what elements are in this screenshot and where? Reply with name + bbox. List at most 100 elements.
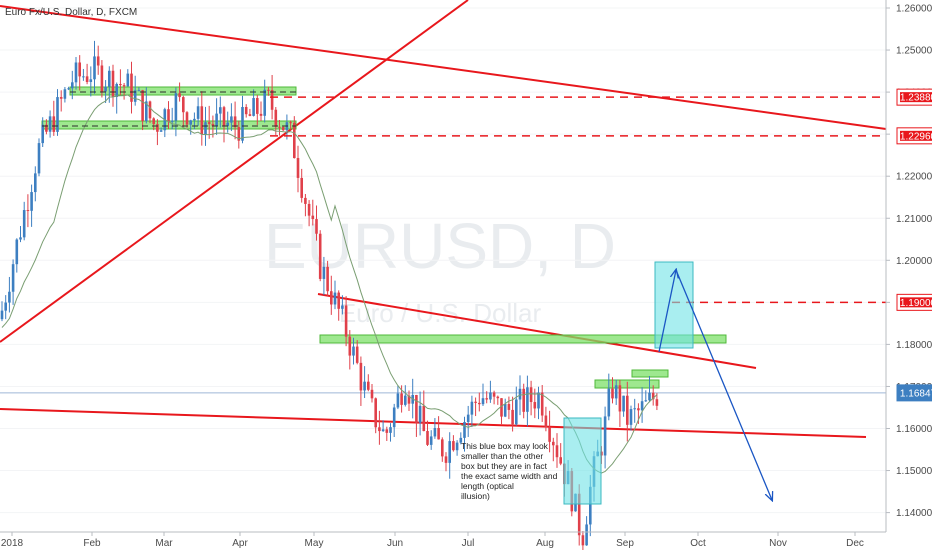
candle-body-50: [185, 112, 189, 125]
candle-body-33: [122, 85, 126, 87]
candle-body-57: [211, 123, 215, 126]
candle-body-144: [533, 402, 537, 409]
candle-body-51: [189, 120, 192, 125]
candle-body-38: [141, 90, 144, 122]
candle-body-80: [296, 158, 300, 178]
y-tick-label-10: 1.16000: [896, 424, 932, 435]
candle-body-175: [648, 392, 651, 401]
candle-body-125: [463, 422, 466, 438]
candle-body-159: [589, 486, 592, 525]
candle-body-122: [452, 441, 455, 451]
candle-body-86: [318, 233, 322, 279]
candle-body-116: [429, 436, 433, 445]
time-axis[interactable]: 2018 Feb Mar Apr May Jun Jul Aug Sep Oct Nov Dec: [1, 532, 864, 549]
projection-arrows: [658, 270, 772, 500]
candle-body-21: [78, 62, 81, 77]
x-tick-label-5: Jun: [387, 538, 403, 549]
annotation-line-4: length (optical: [461, 481, 514, 491]
candle-body-104: [385, 429, 389, 433]
candle-body-43: [159, 130, 163, 132]
y-tick-label-8: 1.18000: [896, 340, 932, 351]
candle-body-73: [270, 90, 274, 110]
candle-body-59: [219, 107, 222, 114]
candle-body-130: [481, 398, 485, 405]
candle-body-85: [315, 219, 318, 234]
candle-body-173: [640, 401, 644, 411]
candle-body-169: [626, 395, 629, 425]
candle-body-81: [300, 177, 303, 198]
y-tick-label-6: 1.20000: [896, 256, 932, 267]
x-tick-label-3: Apr: [232, 538, 248, 549]
zone-0: [69, 86, 297, 96]
candle-body-22: [82, 76, 85, 78]
candle-body-123: [455, 442, 459, 451]
candle-body-107: [396, 393, 400, 408]
price-tag-label-0: 1.23880: [900, 93, 932, 104]
x-tick-label-7: Aug: [536, 538, 554, 549]
candle-body-82: [304, 197, 307, 204]
candle-body-9: [34, 173, 37, 193]
price-tag-label-3: 1.16847: [900, 388, 932, 399]
candle-body-53: [196, 106, 200, 119]
candle-body-36: [133, 90, 137, 102]
candle-body-47: [174, 93, 178, 121]
candle-body-45: [167, 109, 170, 122]
candle-body-12: [45, 124, 48, 132]
candle-body-20: [74, 62, 78, 83]
candle-body-100: [370, 389, 374, 399]
candle-body-134: [496, 396, 500, 399]
price-tag-label-1: 1.22960: [900, 131, 932, 142]
candle-body-65: [241, 106, 244, 141]
candle-body-30: [111, 70, 115, 97]
candle-body-72: [267, 89, 270, 91]
candle-body-10: [37, 143, 41, 174]
candle-body-34: [126, 73, 130, 87]
candle-body-174: [644, 400, 648, 402]
x-tick-label-8: Sep: [616, 538, 634, 549]
price-tags: 1.23880 1.22960 1.19000 1.16847: [896, 88, 932, 402]
candle-body-94: [348, 336, 352, 356]
candle-body-66: [244, 106, 248, 115]
candle-body-117: [433, 428, 437, 437]
candle-body-156: [577, 493, 581, 536]
candle-body-52: [193, 118, 196, 121]
candle-body-114: [422, 405, 426, 432]
candles: [0, 40, 659, 550]
price-tag-box-3: [896, 384, 932, 402]
price-tag-fill-2: [900, 297, 932, 308]
candle-body-91: [337, 292, 340, 309]
candle-body-70: [259, 113, 263, 116]
candle-body-164: [607, 388, 611, 417]
x-tick-label-0: 2018: [1, 538, 24, 549]
candle-body-41: [152, 118, 155, 125]
candle-body-149: [552, 441, 555, 446]
candle-body-95: [352, 346, 355, 356]
candle-body-49: [182, 97, 185, 113]
candle-body-163: [603, 416, 607, 456]
trendlines: [0, 0, 887, 438]
candle-body-138: [511, 409, 514, 425]
candle-body-105: [389, 427, 392, 433]
candle-body-58: [215, 113, 218, 126]
candle-body-62: [230, 116, 233, 123]
candle-body-177: [655, 399, 659, 406]
candle-body-31: [115, 83, 118, 97]
candle-body-99: [367, 381, 370, 390]
y-tick-label-5: 1.21000: [896, 214, 932, 225]
zone-2: [319, 334, 727, 344]
candle-body-131: [485, 398, 488, 400]
candle-body-88: [326, 266, 329, 292]
arrow-up: [658, 270, 676, 353]
annotation-line-5: illusion): [461, 491, 490, 501]
candle-body-172: [637, 408, 640, 411]
candle-body-19: [71, 82, 74, 89]
candle-body-106: [392, 407, 396, 428]
price-tag-fill-0: [900, 92, 932, 103]
x-tick-label-4: May: [305, 538, 324, 549]
candle-body-109: [404, 395, 407, 405]
zone-4: [631, 369, 669, 378]
candle-body-75: [278, 126, 281, 128]
candle-body-150: [555, 445, 559, 458]
x-tick-label-9: Oct: [690, 538, 706, 549]
